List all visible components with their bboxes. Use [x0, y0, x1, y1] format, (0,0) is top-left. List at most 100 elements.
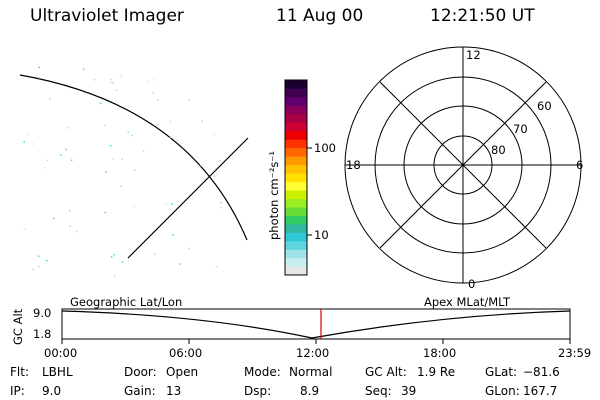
speckle	[23, 228, 26, 230]
status-info: Flt: LBHL Door: Open Mode: Normal GC Alt…	[10, 365, 560, 398]
colorbar-cell	[285, 164, 307, 174]
speckle	[131, 134, 133, 137]
speckle	[68, 127, 70, 129]
colorbar-cell	[285, 122, 307, 132]
speckle	[120, 185, 122, 187]
speckle	[133, 205, 135, 208]
speckle	[52, 217, 55, 220]
speckle	[220, 206, 222, 209]
timeline-x-label: 12:00	[296, 346, 329, 360]
mode-label: Mode:	[244, 365, 281, 379]
speckle	[157, 99, 159, 101]
door-value: Open	[166, 365, 198, 379]
dsp-value: 8.9	[300, 384, 319, 398]
colorbar-cell	[285, 198, 307, 208]
speckle	[110, 81, 112, 84]
altitude-curve	[61, 310, 571, 339]
speckle	[152, 91, 155, 94]
mode-value: Normal	[289, 365, 332, 379]
colorbar-cell	[285, 105, 307, 115]
speckle	[201, 120, 203, 122]
speckle	[37, 255, 40, 257]
speckle	[69, 225, 71, 228]
colorbar-cell	[285, 258, 307, 267]
speckle	[156, 123, 158, 126]
speckle	[115, 89, 118, 92]
grid-line	[127, 137, 249, 259]
speckle	[38, 66, 40, 69]
geographic-image-panel	[19, 66, 249, 277]
speckle	[215, 265, 218, 268]
speckle	[109, 145, 112, 147]
ip-value: 9.0	[42, 384, 61, 398]
colorbar-cell	[285, 241, 307, 250]
speckle	[99, 102, 102, 105]
flt-value: LBHL	[42, 365, 73, 379]
timeline-right-caption: Apex MLat/MLT	[424, 295, 511, 309]
colorbar-unit-label: photon cm⁻²s⁻¹	[267, 151, 281, 240]
speckle	[46, 159, 48, 162]
speckle	[110, 78, 112, 81]
speckle	[127, 131, 130, 133]
colorbar: 100 10 photon cm⁻²s⁻¹	[267, 79, 336, 276]
mlt-label-6: 6	[576, 158, 583, 172]
glat-label: GLat:	[485, 365, 517, 379]
mlt-label-0: 0	[468, 277, 475, 291]
speckle	[121, 158, 123, 161]
lat-label-70: 70	[513, 122, 528, 136]
speckle	[188, 247, 190, 250]
altitude-timeline: Geographic Lat/Lon Apex MLat/MLT GC Alt …	[11, 295, 591, 360]
colorbar-cell	[285, 147, 307, 157]
speckle	[213, 175, 216, 177]
speckle	[198, 165, 201, 168]
speckle	[46, 259, 48, 262]
speckle	[49, 98, 51, 100]
speckle	[113, 274, 116, 277]
speckle	[142, 150, 145, 152]
speckle	[65, 148, 67, 151]
speckle	[203, 178, 205, 180]
speckle	[154, 253, 156, 255]
timeline-frame	[61, 308, 571, 340]
speckle	[59, 154, 62, 156]
speckle	[112, 81, 114, 84]
date-label: 11 Aug 00	[276, 6, 364, 26]
speckle	[179, 263, 182, 265]
speckle	[188, 99, 190, 101]
timeline-y-tick: 9.0	[33, 306, 51, 320]
speckle	[104, 124, 106, 127]
speckle	[37, 265, 40, 268]
timeline-y-tick: 1.8	[33, 327, 51, 341]
speckle	[32, 143, 34, 145]
page-title: Ultraviolet Imager	[30, 6, 184, 26]
speckle	[121, 261, 124, 263]
colorbar-cell	[285, 181, 307, 191]
colorbar-cell	[285, 156, 307, 166]
mlt-label-18: 18	[346, 158, 361, 172]
polar-axis	[379, 81, 547, 249]
colorbar-cell	[285, 232, 307, 242]
mlt-label-12: 12	[466, 48, 481, 62]
speckle	[105, 171, 107, 174]
timeline-x-label: 06:00	[169, 346, 202, 360]
speckle	[172, 234, 174, 236]
timeline-y-axis-label: GC Alt	[11, 308, 25, 345]
speckle	[70, 159, 73, 162]
flt-label: Flt:	[10, 365, 29, 379]
speckle	[113, 253, 115, 256]
colorbar-cell	[285, 113, 307, 123]
speckle	[219, 160, 221, 162]
door-label: Door:	[124, 365, 157, 379]
colorbar-cell	[285, 207, 307, 216]
gcalt-value: 1.9 Re	[417, 365, 455, 379]
colorbar-cell	[285, 224, 307, 233]
speckle	[93, 79, 96, 81]
earth-limb-arc	[19, 74, 248, 241]
gain-value: 13	[166, 384, 181, 398]
timeline-left-caption: Geographic Lat/Lon	[70, 295, 182, 309]
colorbar-cell	[285, 139, 307, 149]
background-speckles	[23, 66, 222, 277]
glon-value: 167.7	[523, 384, 557, 398]
speckle	[153, 78, 156, 81]
